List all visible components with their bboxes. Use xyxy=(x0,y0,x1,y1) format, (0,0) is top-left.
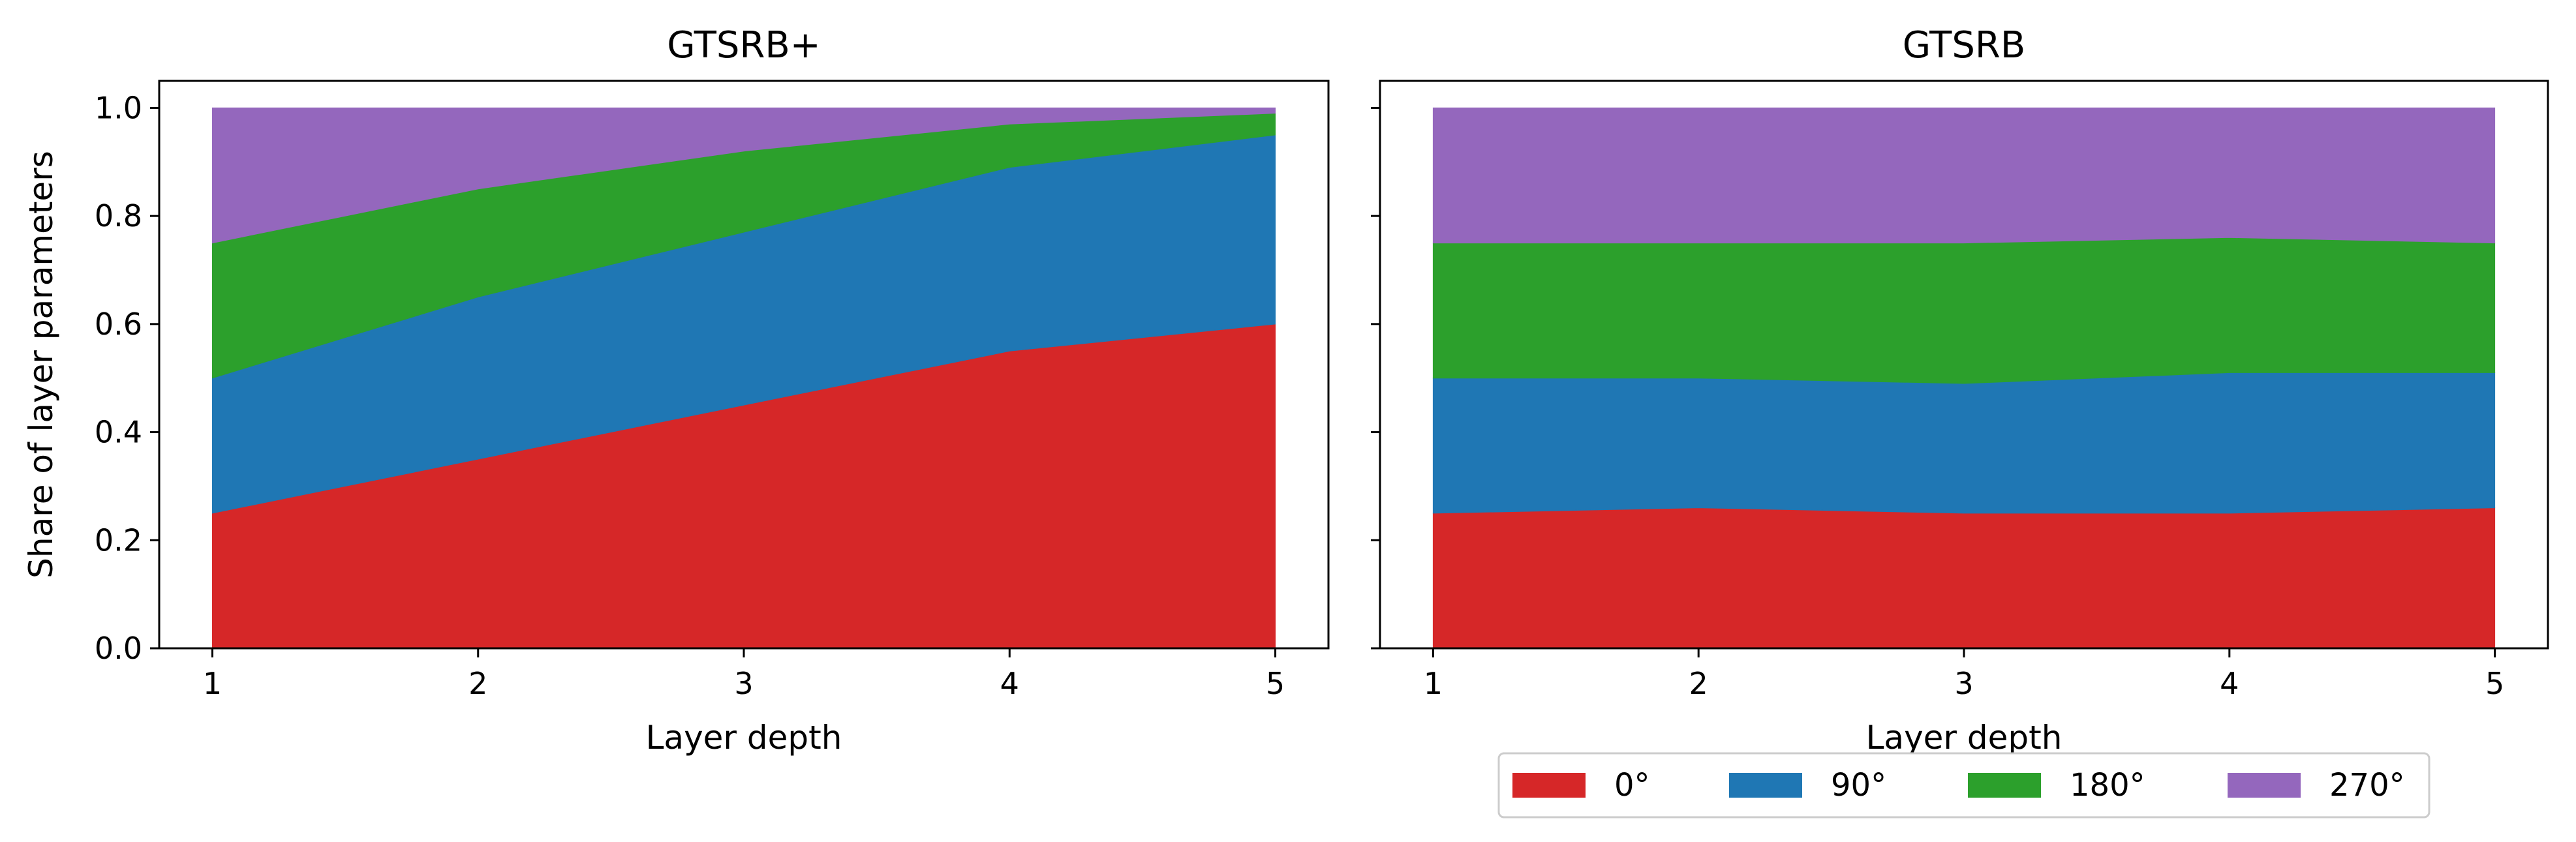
x-axis-label: Layer depth xyxy=(1866,719,2062,757)
x-tick-label: 5 xyxy=(1266,666,1285,701)
x-ticks: 1 2 3 4 5 xyxy=(1424,648,2504,701)
y-tick-label: 0.4 xyxy=(95,415,142,450)
area-layer xyxy=(1432,107,2496,649)
x-axis-label: Layer depth xyxy=(646,719,842,757)
legend-swatch xyxy=(1968,773,2041,798)
y-ticks: 0.0 0.2 0.4 0.6 0.8 1.0 xyxy=(95,90,159,666)
panel-gtsrb: 1 2 3 4 5 GTSRB Layer depth xyxy=(1371,24,2549,757)
x-tick-label: 3 xyxy=(734,666,753,701)
legend-swatch xyxy=(2228,773,2301,798)
y-axis-label: Share of layer parameters xyxy=(22,151,60,579)
y-ticks xyxy=(1371,106,1380,650)
area-series-0 xyxy=(1432,507,2496,649)
y-tick-label: 1.0 xyxy=(95,90,142,125)
legend-label: 90° xyxy=(1831,767,1886,804)
legend-items: 0° 90° 180° 270° xyxy=(1512,767,2405,804)
x-tick-label: 4 xyxy=(1000,666,1019,701)
x-tick-label: 2 xyxy=(468,666,487,701)
area-layer xyxy=(212,107,1276,649)
legend-swatch xyxy=(1729,773,1802,798)
x-tick-label: 2 xyxy=(1689,666,1708,701)
y-tick-label: 0.0 xyxy=(95,631,142,666)
panel-title: GTSRB xyxy=(1903,24,2025,67)
legend-frame xyxy=(1497,752,2430,819)
x-tick-label: 1 xyxy=(203,666,222,701)
legend-swatch xyxy=(1512,773,1586,798)
y-tick-label: 0.8 xyxy=(95,198,142,233)
area-series-3 xyxy=(1432,107,2496,244)
x-tick-label: 4 xyxy=(2220,666,2239,701)
x-tick-label: 1 xyxy=(1424,666,1443,701)
area-series-1 xyxy=(1432,372,2496,514)
y-tick-label: 0.2 xyxy=(95,522,142,558)
x-ticks: 1 2 3 4 5 xyxy=(203,648,1285,701)
area-series-3 xyxy=(212,107,1276,244)
legend-label: 180° xyxy=(2070,767,2145,804)
area-series-2 xyxy=(1432,237,2496,384)
x-tick-label: 3 xyxy=(1954,666,1973,701)
x-tick-label: 5 xyxy=(2485,666,2504,701)
panel-title: GTSRB+ xyxy=(667,24,820,67)
legend: 0° 90° 180° 270° xyxy=(1497,752,2430,819)
legend-label: 0° xyxy=(1614,767,1650,804)
y-tick-label: 0.6 xyxy=(95,307,142,342)
panel-gtsrb-plus: 1 2 3 4 5 0.0 0.2 0.4 0.6 0.8 1.0 GTSRB+ Layer de… xyxy=(22,24,1330,757)
legend-label: 270° xyxy=(2329,767,2405,804)
